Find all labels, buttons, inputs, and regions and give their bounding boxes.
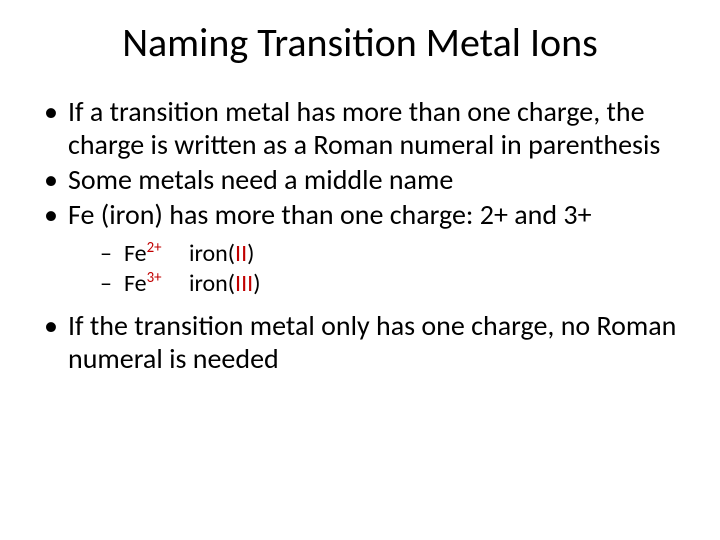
sub-bullet-item: Fe3+ iron(III)	[100, 269, 680, 299]
sub-bullet-item: Fe2+ iron(II)	[100, 239, 680, 269]
ion-charge: 3+	[147, 268, 162, 286]
ion-symbol: Fe	[124, 269, 147, 298]
bullet-item: Fe (iron) has more than one charge: 2+ a…	[40, 198, 680, 299]
bullet-list: If a transition metal has more than one …	[40, 95, 680, 375]
bullet-text: Some metals need a middle name	[68, 162, 453, 197]
bullet-text: If the transition metal only has one cha…	[68, 308, 676, 376]
bullet-item: If the transition metal only has one cha…	[40, 309, 680, 375]
ion-name: iron(III)	[189, 269, 260, 298]
sub-bullet-list: Fe2+ iron(II) Fe3+ iron(III)	[68, 239, 680, 299]
ion-name-post: )	[253, 269, 260, 298]
ion-name-post: )	[247, 239, 254, 268]
bullet-item: If a transition metal has more than one …	[40, 95, 680, 161]
bullet-item: Some metals need a middle name	[40, 163, 680, 196]
bullet-text: If a transition metal has more than one …	[68, 94, 660, 162]
bullet-text: Fe (iron) has more than one charge: 2+ a…	[68, 197, 592, 232]
slide: Naming Transition Metal Ions If a transi…	[0, 0, 720, 540]
ion-charge: 2+	[147, 238, 162, 256]
ion-roman: III	[235, 269, 253, 298]
slide-title: Naming Transition Metal Ions	[40, 18, 680, 67]
ion-name: iron(II)	[189, 239, 254, 268]
ion-roman: II	[235, 239, 247, 268]
ion-symbol: Fe	[124, 239, 147, 268]
ion-name-pre: iron(	[189, 239, 235, 268]
ion-name-pre: iron(	[189, 269, 235, 298]
